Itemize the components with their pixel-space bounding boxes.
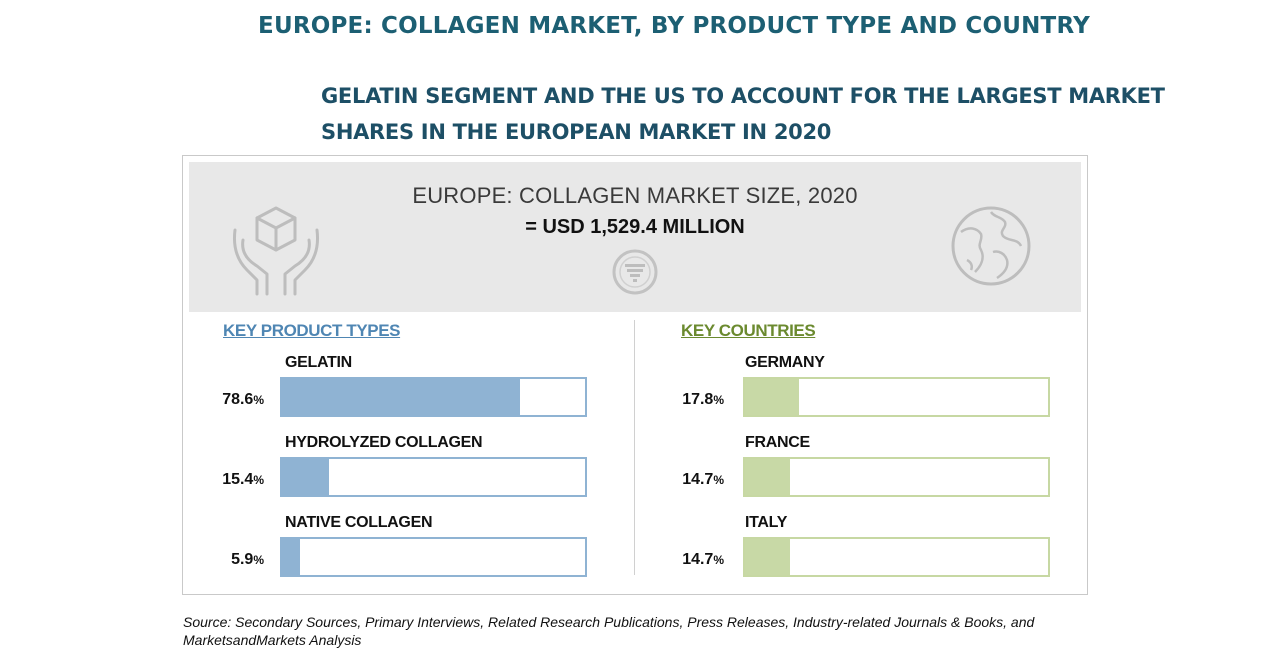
- product-bar-native-collagen: [282, 539, 300, 575]
- country-bar-italy: [745, 539, 790, 575]
- product-bar-track: [280, 537, 587, 577]
- subtitle-line-2: SHARES IN THE EUROPEAN MARKET IN 2020: [321, 120, 832, 144]
- product-label: GELATIN: [285, 354, 352, 371]
- country-value: 17.8%: [644, 391, 724, 409]
- subtitle-line-1: GELATIN SEGMENT AND THE US TO ACCOUNT FO…: [321, 84, 1165, 108]
- market-size-value: = USD 1,529.4 MILLION: [525, 216, 745, 238]
- countries-heading: KEY COUNTRIES: [681, 321, 816, 340]
- market-size-banner: EUROPE: COLLAGEN MARKET SIZE, 2020 = USD…: [189, 162, 1081, 312]
- product-label: HYDROLYZED COLLAGEN: [285, 434, 483, 451]
- infographic-frame: EUROPE: COLLAGEN MARKET SIZE, 2020 = USD…: [182, 155, 1088, 595]
- country-value-unit: %: [713, 473, 724, 487]
- product-bar-track: [280, 457, 587, 497]
- globe-icon: [951, 206, 1031, 286]
- column-divider: [634, 320, 635, 575]
- country-value-unit: %: [713, 393, 724, 407]
- product-bar-track: [280, 377, 587, 417]
- country-label: FRANCE: [745, 434, 810, 451]
- country-value-number: 14.7: [682, 551, 714, 568]
- product-value-unit: %: [253, 393, 264, 407]
- product-value: 5.9%: [184, 551, 264, 569]
- product-value: 15.4%: [184, 471, 264, 489]
- country-bar-germany: [745, 379, 799, 415]
- country-bar-track: [743, 377, 1050, 417]
- country-label: GERMANY: [745, 354, 825, 371]
- product-bar-hydrolyzed-collagen: [282, 459, 329, 495]
- product-value-number: 15.4: [222, 471, 254, 488]
- product-bar-gelatin: [282, 379, 521, 415]
- product-label: NATIVE COLLAGEN: [285, 514, 433, 531]
- funnel-icon: [612, 249, 658, 295]
- country-value: 14.7%: [644, 551, 724, 569]
- product-types-heading: KEY PRODUCT TYPES: [223, 321, 401, 340]
- country-bar-france: [745, 459, 790, 495]
- product-value-unit: %: [253, 473, 264, 487]
- product-value-number: 78.6: [222, 391, 254, 408]
- country-label: ITALY: [745, 514, 788, 531]
- main-title: EUROPE: COLLAGEN MARKET, BY PRODUCT TYPE…: [258, 13, 1090, 39]
- country-value-number: 14.7: [682, 471, 714, 488]
- market-size-title: EUROPE: COLLAGEN MARKET SIZE, 2020: [412, 183, 858, 208]
- country-value-number: 17.8: [682, 391, 714, 408]
- subtitle: GELATIN SEGMENT AND THE US TO ACCOUNT FO…: [321, 78, 1165, 150]
- country-value: 14.7%: [644, 471, 724, 489]
- country-bar-track: [743, 537, 1050, 577]
- source-note: Source: Secondary Sources, Primary Inter…: [183, 614, 1035, 648]
- country-bar-track: [743, 457, 1050, 497]
- product-value-number: 5.9: [231, 551, 254, 568]
- country-value-unit: %: [713, 553, 724, 567]
- product-value-unit: %: [253, 553, 264, 567]
- hands-box-icon: [233, 206, 319, 296]
- product-value: 78.6%: [184, 391, 264, 409]
